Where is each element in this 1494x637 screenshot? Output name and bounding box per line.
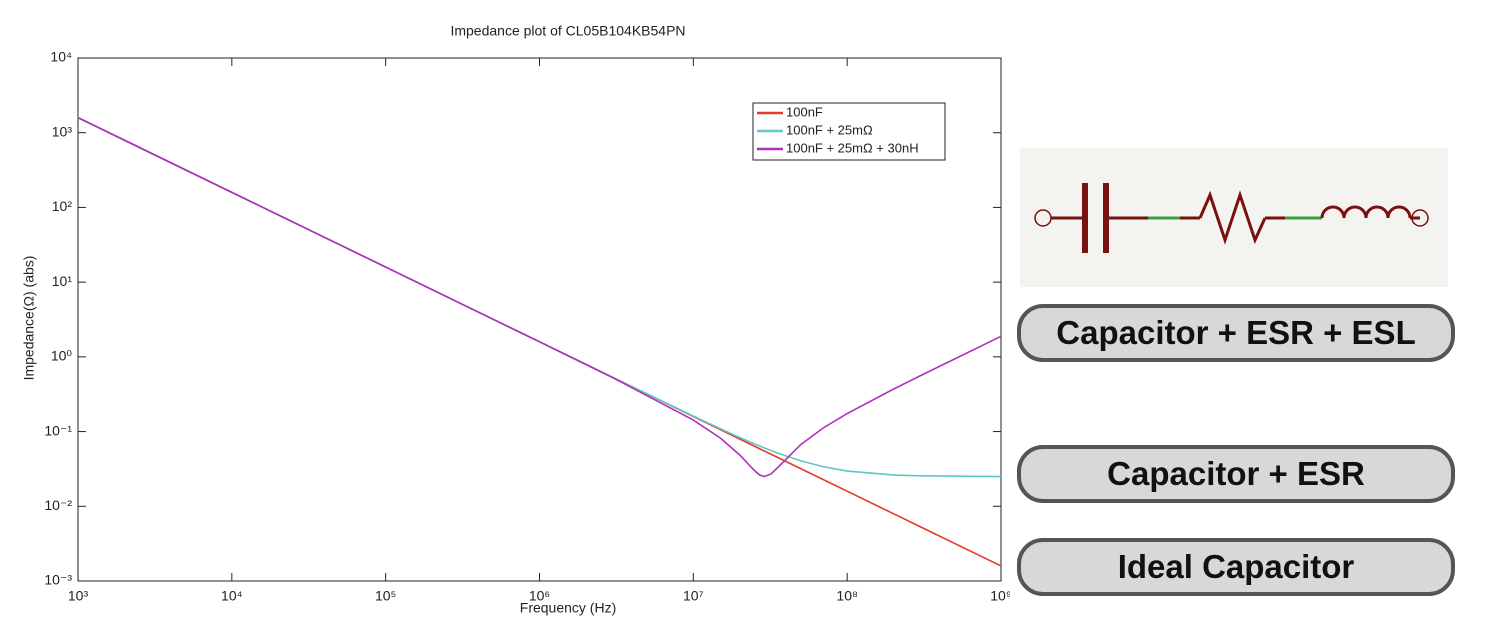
legend-box [752,102,946,161]
y-tick-label: 10³ [52,123,73,139]
inductor [1320,205,1412,219]
resistor [1198,190,1267,245]
x-tick-label: 10⁹ [990,588,1010,604]
x-tick-label: 10⁷ [683,588,704,604]
x-axis-label: Frequency (Hz) [520,600,616,616]
legend-label: 100nF + 25mΩ + 30nH [786,140,919,155]
model-label: Capacitor + ESR + ESL [1017,304,1455,362]
x-tick-label: 10⁶ [529,588,550,604]
x-tick-label: 10³ [68,588,89,604]
y-tick-label: 10⁴ [50,49,72,65]
schematic [1020,148,1448,287]
y-tick-label: 10¹ [52,273,73,289]
x-tick-label: 10⁵ [375,588,396,604]
model-label: Ideal Capacitor [1017,538,1455,596]
model-label: Capacitor + ESR [1017,445,1455,503]
y-tick-label: 10⁻¹ [44,422,72,438]
y-tick-label: 10⁻³ [44,572,72,588]
chart: Impedance plot of CL05B104KB54PN Frequen… [21,23,1010,616]
series-line [77,116,1002,478]
x-tick-label: 10⁴ [221,588,243,604]
y-tick-label: 10⁰ [51,348,73,364]
y-axis-label: Impedance(Ω) (abs) [21,256,37,381]
y-tick-label: 10⁻² [44,497,72,513]
legend-label: 100nF + 25mΩ [786,122,873,137]
circuit [1034,183,1429,253]
y-tick-label: 10² [52,198,73,214]
x-tick-label: 10⁸ [836,588,858,604]
terminal [1411,209,1429,227]
legend-label: 100nF [786,104,823,119]
chart-title: Impedance plot of CL05B104KB54PN [450,23,685,39]
